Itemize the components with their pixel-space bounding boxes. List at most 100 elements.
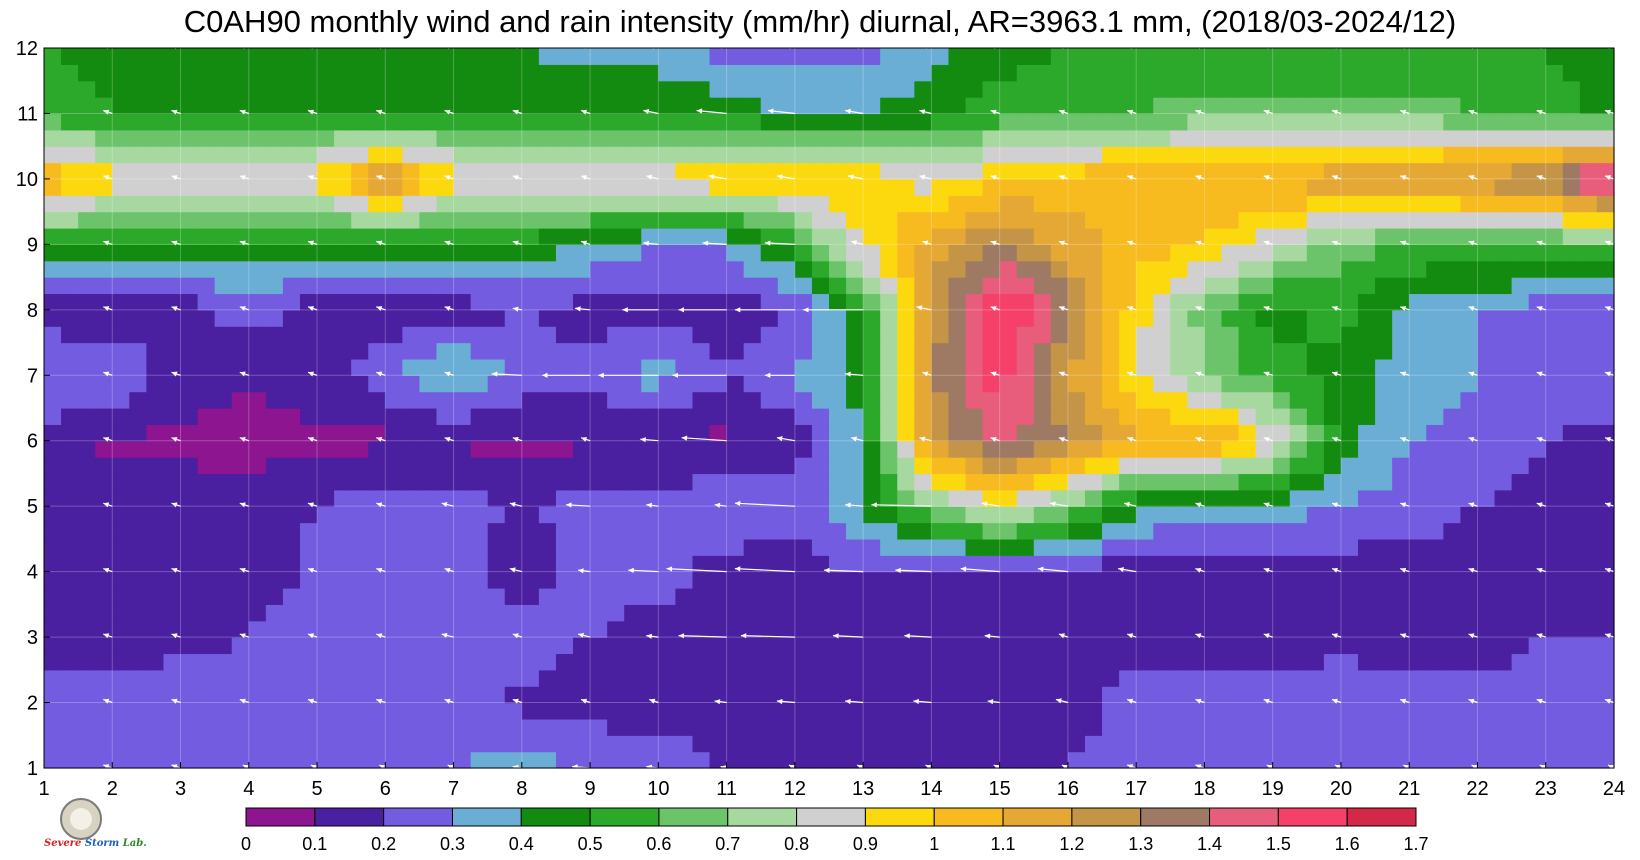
heatmap-cell: [709, 358, 728, 376]
wind-arrow: [666, 566, 727, 573]
heatmap-cell: [453, 473, 472, 491]
heatmap-cell: [265, 637, 284, 655]
heatmap-cell: [1119, 162, 1137, 180]
heatmap-cell: [317, 391, 335, 409]
heatmap-cell: [607, 506, 625, 524]
heatmap-cell: [334, 604, 352, 622]
heatmap-cell: [1187, 228, 1206, 245]
wind-arrow: [512, 306, 522, 312]
heatmap-cell: [487, 162, 506, 180]
heatmap-cell: [1136, 48, 1154, 65]
heatmap-cell: [846, 440, 864, 458]
heatmap-cell: [1596, 80, 1615, 98]
heatmap-cell: [641, 97, 659, 115]
heatmap-cell: [726, 342, 745, 360]
heatmap-cell: [555, 195, 574, 213]
heatmap-cell: [61, 178, 79, 196]
heatmap-cell: [709, 620, 728, 638]
heatmap-cell: [231, 244, 250, 262]
heatmap-cell: [607, 162, 625, 180]
heatmap-cell: [436, 146, 455, 164]
heatmap-cell: [880, 457, 898, 475]
heatmap-cell: [1136, 440, 1154, 458]
heatmap-cell: [1272, 751, 1291, 769]
heatmap-cell: [1358, 129, 1376, 147]
heatmap-cell: [692, 358, 711, 376]
heatmap-cell: [1562, 702, 1581, 720]
heatmap-cell: [334, 228, 352, 245]
heatmap-cell: [1050, 538, 1069, 556]
heatmap-cell: [1545, 309, 1564, 327]
heatmap-cell: [95, 129, 113, 147]
heatmap-cell: [1102, 211, 1120, 229]
heatmap-cell: [1579, 620, 1598, 638]
heatmap-cell: [1204, 211, 1223, 229]
heatmap-cell: [1067, 686, 1086, 704]
heatmap-cell: [1409, 64, 1427, 82]
heatmap-cell: [368, 113, 386, 131]
heatmap-cell: [1238, 604, 1257, 622]
heatmap-cell: [1050, 571, 1069, 589]
heatmap-cell: [538, 358, 557, 376]
heatmap-cell: [1289, 538, 1308, 556]
heatmap-cell: [317, 408, 335, 425]
heatmap-cell: [948, 571, 967, 589]
heatmap-cell: [897, 489, 915, 507]
heatmap-cell: [1084, 48, 1103, 65]
heatmap-cell: [265, 408, 284, 425]
heatmap-cell: [402, 80, 421, 98]
heatmap-cell: [1067, 506, 1086, 524]
heatmap-cell: [1102, 751, 1120, 769]
heatmap-cell: [1477, 162, 1496, 180]
heatmap-cell: [487, 48, 506, 65]
heatmap-cell: [214, 506, 233, 524]
heatmap-cell: [78, 375, 96, 393]
heatmap-cell: [1358, 751, 1376, 769]
heatmap-cell: [1494, 620, 1513, 638]
heatmap-cell: [470, 178, 489, 196]
heatmap-cell: [1409, 228, 1427, 245]
heatmap-cell: [829, 604, 847, 622]
heatmap-cell: [811, 686, 830, 704]
heatmap-cell: [248, 146, 267, 164]
heatmap-cell: [402, 620, 421, 638]
heatmap-cell: [44, 718, 62, 736]
heatmap-cell: [1204, 80, 1223, 98]
heatmap-cell: [146, 146, 165, 164]
heatmap-cell: [299, 375, 318, 393]
wind-arrow: [1468, 633, 1478, 639]
heatmap-cell: [1323, 604, 1342, 622]
heatmap-cell: [897, 342, 915, 360]
heatmap-cell: [95, 162, 113, 180]
heatmap-cell: [44, 146, 62, 164]
heatmap-cell: [1494, 358, 1513, 376]
heatmap-cell: [846, 391, 864, 409]
heatmap-cell: [521, 342, 540, 360]
heatmap-cell: [1323, 588, 1342, 605]
wind-arrow: [714, 502, 727, 508]
heatmap-cell: [1119, 637, 1137, 655]
heatmap-cell: [129, 506, 147, 524]
wind-arrow: [1400, 371, 1410, 377]
heatmap-cell: [351, 588, 369, 605]
heatmap-cell: [573, 391, 591, 409]
heatmap-cell: [1255, 195, 1274, 213]
heatmap-cell: [436, 342, 455, 360]
heatmap-cell: [555, 637, 574, 655]
heatmap-cell: [299, 538, 318, 556]
heatmap-cell: [1187, 358, 1206, 376]
heatmap-cell: [1238, 293, 1257, 311]
heatmap-cell: [317, 97, 335, 115]
heatmap-cell: [1136, 571, 1154, 589]
heatmap-cell: [1187, 293, 1206, 311]
heatmap-cell: [368, 489, 386, 507]
heatmap-cell: [61, 80, 79, 98]
heatmap-cell: [402, 293, 421, 311]
heatmap-cell: [112, 244, 130, 262]
heatmap-cell: [1153, 113, 1171, 131]
wind-arrow: [1400, 567, 1410, 573]
heatmap-cell: [231, 113, 250, 131]
colorbar-swatch: [1346, 807, 1417, 827]
heatmap-cell: [487, 457, 506, 475]
heatmap-cell: [385, 555, 403, 573]
